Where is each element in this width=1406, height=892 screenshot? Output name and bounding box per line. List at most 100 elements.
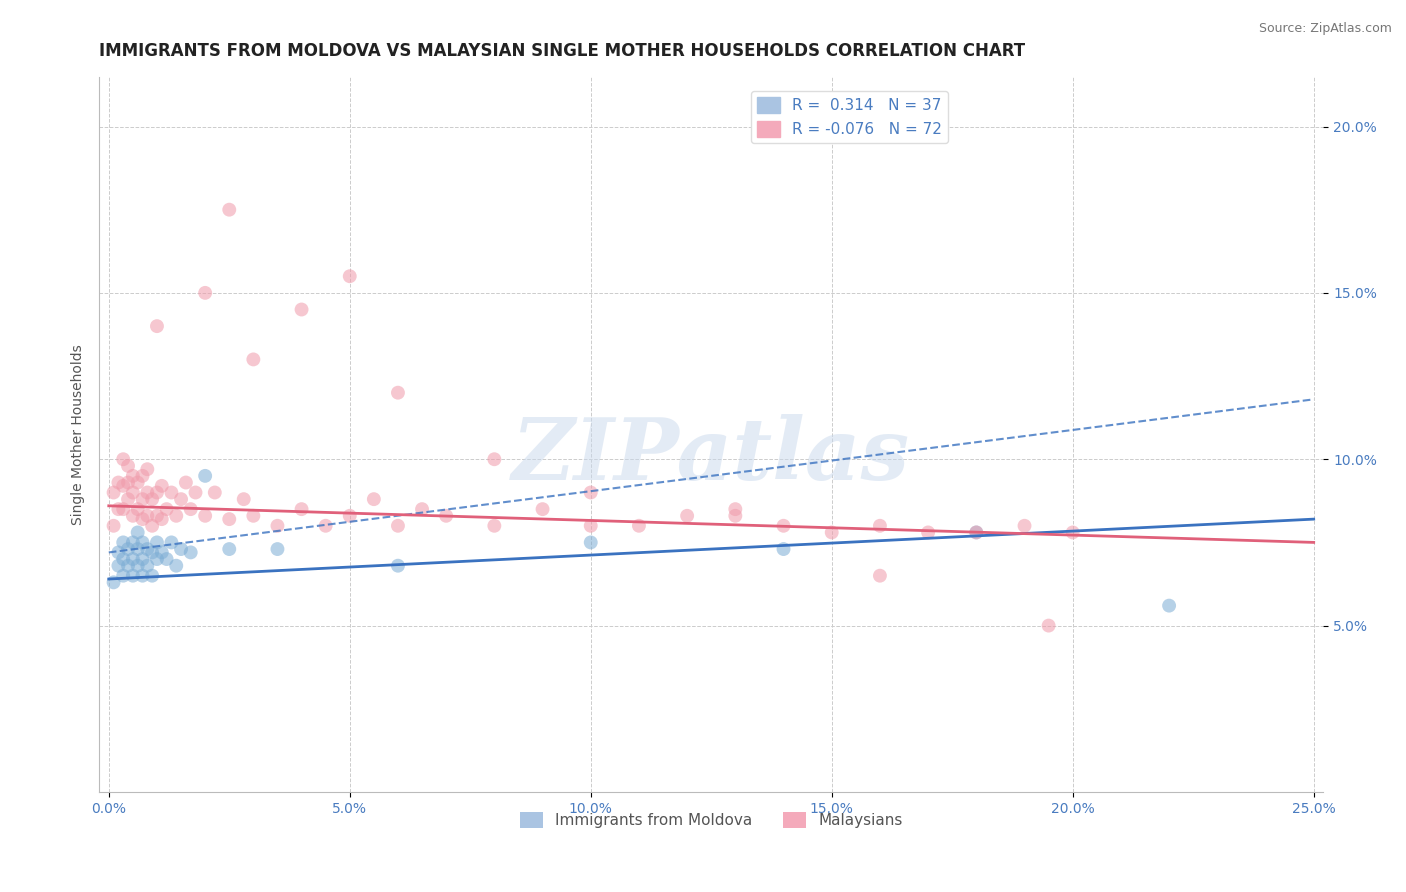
Point: [174, 475, 197, 490]
Point: [160, 485, 183, 500]
Point: [184, 485, 207, 500]
Point: [117, 492, 139, 507]
Point: [965, 525, 987, 540]
Point: [821, 525, 844, 540]
Point: [136, 485, 159, 500]
Point: [194, 508, 217, 523]
Point: [531, 502, 554, 516]
Point: [266, 542, 288, 557]
Point: [103, 518, 125, 533]
Point: [103, 485, 125, 500]
Point: [869, 518, 891, 533]
Point: [724, 502, 747, 516]
Point: [339, 269, 361, 284]
Point: [150, 512, 173, 526]
Point: [117, 542, 139, 557]
Text: ZIPatlas: ZIPatlas: [512, 414, 910, 498]
Point: [150, 545, 173, 559]
Point: [103, 575, 125, 590]
Point: [627, 518, 650, 533]
Point: [122, 468, 145, 483]
Point: [204, 485, 226, 500]
Point: [160, 535, 183, 549]
Point: [290, 502, 312, 516]
Point: [180, 502, 202, 516]
Point: [131, 492, 153, 507]
Point: [136, 542, 159, 557]
Point: [112, 452, 135, 467]
Point: [146, 508, 169, 523]
Point: [411, 502, 433, 516]
Point: [363, 492, 385, 507]
Point: [155, 502, 177, 516]
Point: [232, 492, 254, 507]
Point: [917, 525, 939, 540]
Text: Source: ZipAtlas.com: Source: ZipAtlas.com: [1258, 22, 1392, 36]
Point: [1014, 518, 1036, 533]
Point: [136, 508, 159, 523]
Point: [107, 475, 129, 490]
Y-axis label: Single Mother Households: Single Mother Households: [72, 344, 86, 524]
Point: [387, 518, 409, 533]
Point: [387, 558, 409, 573]
Point: [131, 552, 153, 566]
Point: [146, 552, 169, 566]
Point: [484, 518, 506, 533]
Point: [579, 518, 602, 533]
Point: [141, 492, 163, 507]
Point: [339, 508, 361, 523]
Point: [141, 568, 163, 582]
Point: [146, 319, 169, 334]
Point: [127, 542, 149, 557]
Point: [290, 302, 312, 317]
Legend: Immigrants from Moldova, Malaysians: Immigrants from Moldova, Malaysians: [515, 806, 908, 834]
Point: [112, 535, 135, 549]
Point: [127, 525, 149, 540]
Point: [579, 485, 602, 500]
Point: [965, 525, 987, 540]
Point: [141, 518, 163, 533]
Point: [1062, 525, 1084, 540]
Point: [131, 535, 153, 549]
Point: [122, 485, 145, 500]
Point: [772, 542, 794, 557]
Point: [141, 545, 163, 559]
Point: [117, 558, 139, 573]
Point: [117, 475, 139, 490]
Point: [315, 518, 337, 533]
Point: [122, 552, 145, 566]
Point: [131, 512, 153, 526]
Point: [1038, 618, 1060, 632]
Point: [218, 512, 240, 526]
Point: [136, 558, 159, 573]
Point: [387, 385, 409, 400]
Point: [122, 508, 145, 523]
Point: [112, 502, 135, 516]
Point: [117, 458, 139, 473]
Point: [676, 508, 699, 523]
Point: [1159, 599, 1181, 613]
Point: [112, 479, 135, 493]
Point: [155, 552, 177, 566]
Point: [112, 568, 135, 582]
Point: [218, 202, 240, 217]
Point: [180, 545, 202, 559]
Point: [242, 352, 264, 367]
Point: [146, 535, 169, 549]
Point: [165, 508, 187, 523]
Point: [136, 462, 159, 476]
Point: [772, 518, 794, 533]
Point: [107, 502, 129, 516]
Point: [146, 485, 169, 500]
Point: [170, 542, 193, 557]
Point: [170, 492, 193, 507]
Point: [107, 558, 129, 573]
Point: [484, 452, 506, 467]
Point: [434, 508, 457, 523]
Point: [194, 468, 217, 483]
Point: [107, 545, 129, 559]
Point: [194, 285, 217, 300]
Point: [242, 508, 264, 523]
Point: [127, 475, 149, 490]
Point: [165, 558, 187, 573]
